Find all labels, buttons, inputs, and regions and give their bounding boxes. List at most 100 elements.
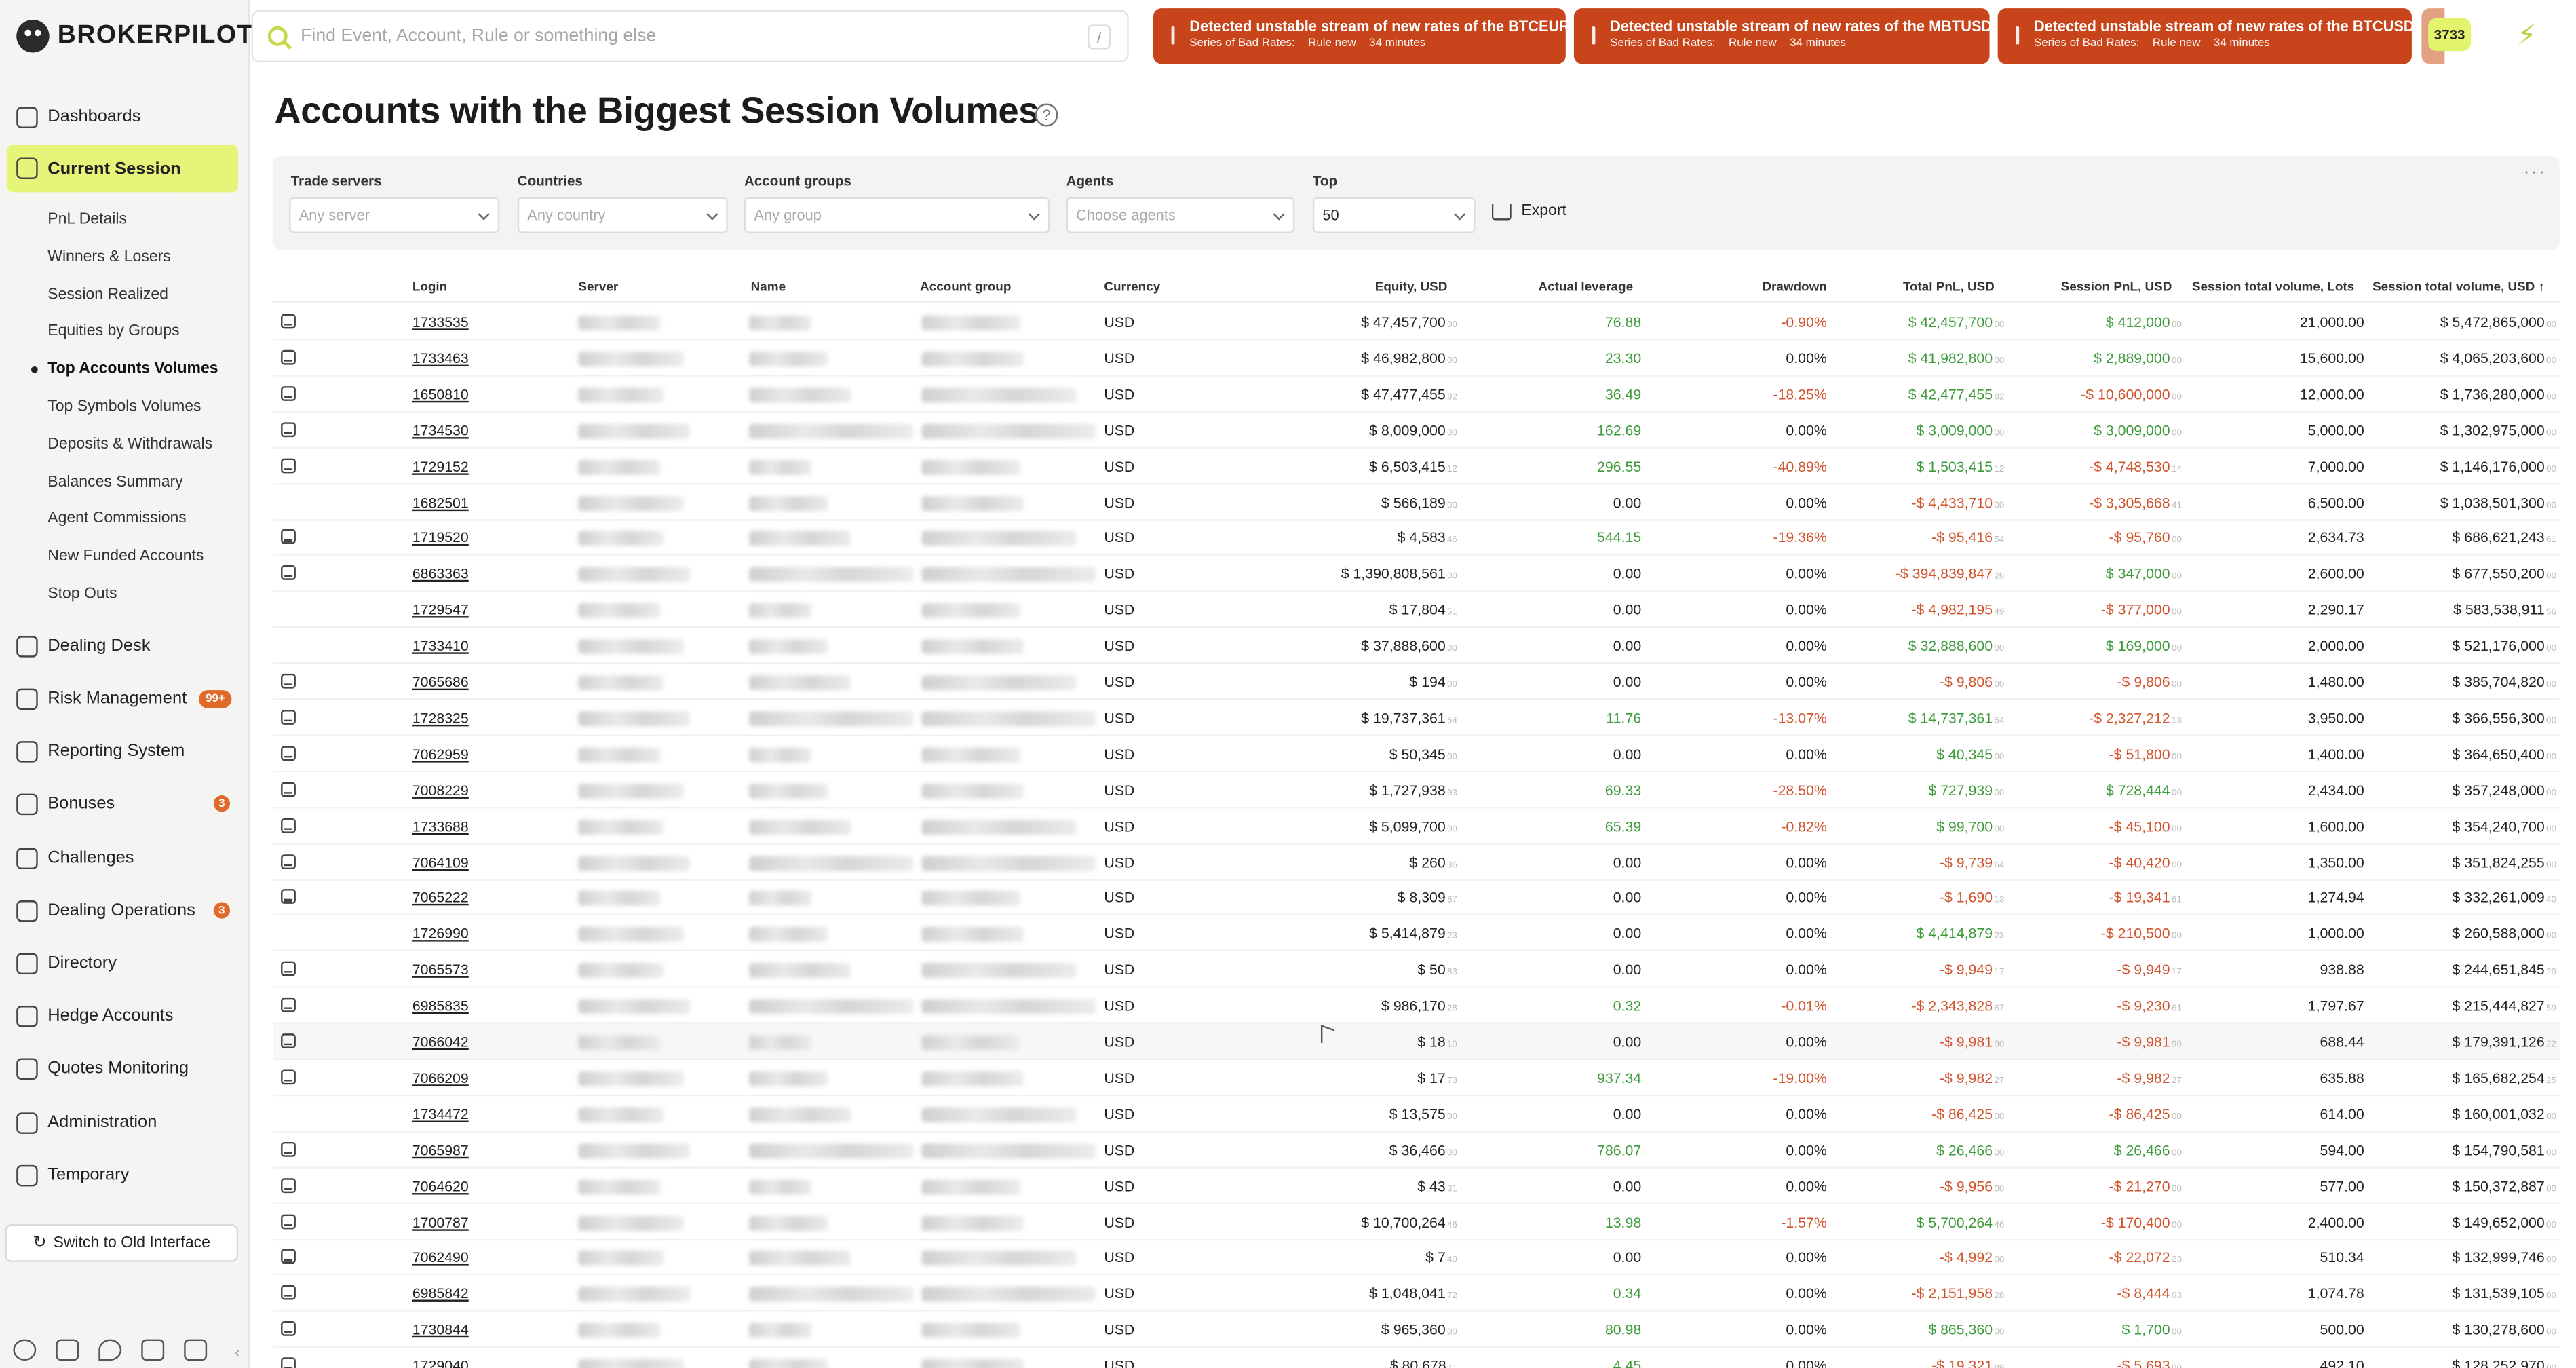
table-row[interactable]: 1682501 USD $ 566,189 00 0.00 0.00% -$ 4,433,7… xyxy=(272,484,2560,520)
login-link[interactable]: 1734530 xyxy=(412,421,469,438)
table-row[interactable]: 1728325 USD $ 19,737,361 54 11.76 -13.07% $ 14… xyxy=(272,700,2560,736)
table-row[interactable]: 1729040 USD $ 80,67811 4.45 0.00% -$ 19,32189… xyxy=(273,1348,2560,1368)
account-card-icon[interactable] xyxy=(281,1213,296,1229)
table-row[interactable]: 6985835 USD $ 986,170 28 0.32 -0.01% -$ 2,343,… xyxy=(272,988,2560,1024)
col-equity[interactable]: Equity, USD xyxy=(1374,279,1448,294)
account-card-icon[interactable] xyxy=(281,709,296,725)
col-drawdown[interactable]: Drawdown xyxy=(1762,279,1827,294)
account-card-icon[interactable] xyxy=(281,1177,296,1193)
sidebar-item-challenges[interactable]: Challenges xyxy=(7,838,238,877)
login-link[interactable]: 1700787 xyxy=(412,1213,469,1230)
alert-banner-btcusd[interactable]: Detected unstable stream of new rates of… xyxy=(1997,8,2419,64)
account-card-icon[interactable] xyxy=(281,781,296,797)
table-row[interactable]: 1726990 USD $ 5,414,879 23 0.00 0.00% $ 4,414,… xyxy=(272,916,2560,952)
account-card-icon[interactable] xyxy=(281,890,296,905)
login-link[interactable]: 7066209 xyxy=(412,1069,469,1086)
agents-select[interactable]: Choose agents xyxy=(1066,197,1295,233)
login-link[interactable]: 6863363 xyxy=(412,565,469,582)
table-row[interactable]: 1729547 USD $ 17,804 51 0.00 0.00% -$ 4,982,19… xyxy=(272,592,2560,628)
table-row[interactable]: 6863363 USD $ 1,390,808,561 00 0.00 0.00% -$ 3… xyxy=(272,556,2560,592)
table-row[interactable]: 1734530 USD $ 8,009,000 00 162.69 0.00% $ 3,00… xyxy=(272,412,2560,449)
countries-select[interactable]: Any country xyxy=(517,197,728,233)
login-link[interactable]: 7065987 xyxy=(412,1141,469,1158)
login-link[interactable]: 7062490 xyxy=(412,1249,469,1266)
login-link[interactable]: 1728325 xyxy=(412,709,469,727)
account-card-icon[interactable] xyxy=(281,854,296,869)
account-groups-select[interactable]: Any group xyxy=(744,197,1050,233)
account-card-icon[interactable] xyxy=(281,385,296,401)
login-link[interactable]: 7064620 xyxy=(412,1177,469,1194)
login-link[interactable]: 1729040 xyxy=(412,1357,469,1368)
sidebar-item-administration[interactable]: Administration xyxy=(7,1103,238,1142)
login-link[interactable]: 7062959 xyxy=(412,745,469,763)
table-row[interactable]: 1734472 USD $ 13,575 00 0.00 0.00% -$ 86,425 00… xyxy=(272,1096,2560,1132)
help-icon[interactable]: ? xyxy=(1035,103,1058,127)
col-session-pnl[interactable]: Session PnL, USD xyxy=(2060,279,2172,294)
col-actual-leverage[interactable]: Actual leverage xyxy=(1538,279,1634,294)
table-row[interactable]: 7062490 USD $ 7 40 0.00 0.00% -$ 4,992 00 -$ 22,… xyxy=(272,1240,2560,1276)
table-row[interactable]: 1733688 USD $ 5,099,700 00 65.39 -0.82% $ 99,7… xyxy=(272,808,2560,844)
col-name[interactable]: Name xyxy=(750,279,786,294)
sidebar-item-reporting-system[interactable]: Reporting System xyxy=(7,732,238,771)
login-link[interactable]: 1682501 xyxy=(412,493,469,510)
account-card-icon[interactable] xyxy=(281,1033,296,1048)
login-link[interactable]: 6985835 xyxy=(412,998,469,1014)
trade-servers-select[interactable]: Any server xyxy=(289,197,500,233)
login-link[interactable]: 7064109 xyxy=(412,854,469,871)
table-row[interactable]: 7062959 USD $ 50,345 00 0.00 0.00% $ 40,345 00-… xyxy=(272,736,2560,772)
lightning-icon[interactable]: ⚡ xyxy=(2516,20,2537,52)
login-link[interactable]: 7065222 xyxy=(412,890,469,907)
account-card-icon[interactable] xyxy=(281,314,296,329)
table-row[interactable]: 1733410 USD $ 37,888,600 00 0.00 0.00% $ 32,88… xyxy=(272,628,2560,664)
table-row[interactable]: 7065987 USD $ 36,466 00 786.07 0.00% $ 26,466 0… xyxy=(272,1132,2560,1168)
subnav-item-deposits-withdrawals[interactable]: Deposits & Withdrawals xyxy=(47,435,213,453)
sidebar-item-dashboards[interactable]: Dashboards xyxy=(7,97,238,136)
table-row[interactable]: 7066042 USD $ 18 10 0.00 0.00% -$ 9,981 90 -$ 9,… xyxy=(272,1023,2560,1060)
subnav-item-pnl-details[interactable]: PnL Details xyxy=(47,210,128,229)
col-total-pnl[interactable]: Total PnL, USD xyxy=(1902,279,1995,294)
login-link[interactable]: 7065573 xyxy=(412,962,469,978)
table-row[interactable]: 1733535 USD $ 47,457,700 00 76.88 -0.90% $ 42,… xyxy=(272,304,2560,341)
subnav-item-agent-commissions[interactable]: Agent Commissions xyxy=(47,510,187,529)
table-row[interactable]: 1719520 USD $ 4,583 46 544.15 -19.36% -$ 95,41… xyxy=(272,520,2560,556)
account-card-icon[interactable] xyxy=(281,673,296,689)
logo[interactable]: BROKERPILOT xyxy=(16,16,254,56)
col-server[interactable]: Server xyxy=(578,279,619,294)
subnav-item-equities-by-groups[interactable]: Equities by Groups xyxy=(47,322,180,341)
account-card-icon[interactable] xyxy=(281,1357,296,1368)
notifications-count-badge[interactable]: 3733 xyxy=(2428,18,2472,52)
login-link[interactable]: 1733535 xyxy=(412,314,469,330)
col-login[interactable]: Login xyxy=(412,279,448,294)
login-link[interactable]: 1733688 xyxy=(412,817,469,835)
moon-icon[interactable] xyxy=(98,1339,122,1361)
account-card-icon[interactable] xyxy=(281,1141,296,1157)
collapse-sidebar-icon[interactable]: ‹ xyxy=(235,1344,240,1361)
logout-icon[interactable] xyxy=(184,1339,208,1361)
table-row[interactable]: 1729152 USD $ 6,503,415 12 296.55 -40.89% $ 1,… xyxy=(272,448,2560,484)
login-link[interactable]: 7008229 xyxy=(412,781,469,799)
subnav-item-stop-outs[interactable]: Stop Outs xyxy=(47,585,117,603)
account-card-icon[interactable] xyxy=(281,1321,296,1337)
subnav-item-top-accounts-volumes[interactable]: Top Accounts Volumes xyxy=(47,360,218,379)
account-card-icon[interactable] xyxy=(281,1285,296,1301)
more-options-icon[interactable]: ··· xyxy=(2523,162,2547,183)
account-card-icon[interactable] xyxy=(281,457,296,473)
subnav-item-new-funded-accounts[interactable]: New Funded Accounts xyxy=(47,547,204,566)
table-row[interactable]: 7008229 USD $ 1,727,938 93 69.33 -28.50% $ 727… xyxy=(272,772,2560,808)
login-link[interactable]: 1733410 xyxy=(412,637,469,655)
sidebar-item-dealing-operations[interactable]: Dealing Operations 3 xyxy=(7,891,238,930)
col-session-volume-lots[interactable]: Session total volume, Lots xyxy=(2191,279,2355,294)
account-card-icon[interactable] xyxy=(281,745,296,761)
top-select[interactable]: 50 xyxy=(1312,197,1476,233)
login-link[interactable]: 1729152 xyxy=(412,457,469,474)
sidebar-item-directory[interactable]: Directory xyxy=(7,943,238,983)
col-account-group[interactable]: Account group xyxy=(920,279,1012,294)
table-row[interactable]: 1730844 USD $ 965,360 00 80.98 0.00% $ 865,360… xyxy=(272,1312,2560,1348)
sidebar-item-bonuses[interactable]: Bonuses 3 xyxy=(7,784,238,823)
login-link[interactable]: 1650810 xyxy=(412,385,469,402)
subnav-item-top-symbols-volumes[interactable]: Top Symbols Volumes xyxy=(47,398,201,416)
account-card-icon[interactable] xyxy=(281,421,296,437)
account-card-icon[interactable] xyxy=(281,349,296,365)
table-row[interactable]: 7064109 USD $ 260 36 0.00 0.00% -$ 9,739 64 -$ 4… xyxy=(272,843,2560,880)
col-currency[interactable]: Currency xyxy=(1104,279,1161,294)
